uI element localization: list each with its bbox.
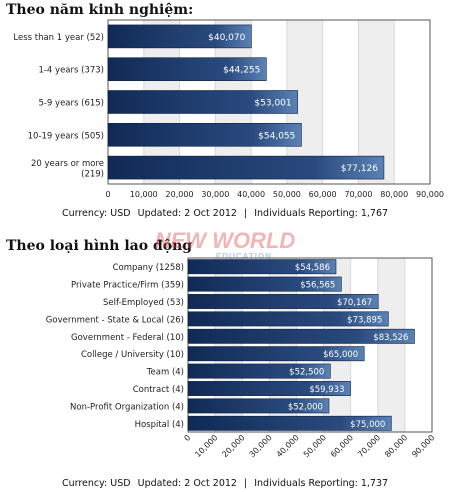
category-label: Non-Profit Organization (4) xyxy=(70,402,184,412)
x-tick-label: 40,000 xyxy=(275,433,301,459)
bar xyxy=(187,381,351,396)
watermark-main-text: NEW WORLD xyxy=(155,228,296,253)
footer-currency: Currency: USD xyxy=(61,208,131,219)
bar xyxy=(187,259,337,275)
x-tick-label: 60,000 xyxy=(309,190,337,199)
footer-experience: Currency: USD Updated: 2 Oct 2012 | Indi… xyxy=(0,208,450,219)
x-tick-label: 60,000 xyxy=(329,433,355,459)
category-label: Contract (4) xyxy=(133,385,184,395)
category-label: Self-Employed (53) xyxy=(103,298,184,308)
x-tick-label: 90,000 xyxy=(410,433,436,459)
bar-value-label: $52,000 xyxy=(288,402,323,412)
section-title-experience: Theo năm kinh nghiệm: xyxy=(6,2,194,18)
footer-employer-type: Currency: USD Updated: 2 Oct 2012 | Indi… xyxy=(0,478,450,489)
category-label: Company (1258) xyxy=(113,263,184,273)
footer-updated: Updated: 2 Oct 2012 xyxy=(137,478,237,489)
bar xyxy=(107,155,385,180)
watermark-sub-text: EDUCATION xyxy=(216,252,272,261)
bar xyxy=(187,398,330,414)
bar xyxy=(107,123,302,147)
category-label: 5-9 years (615) xyxy=(38,99,104,109)
category-label: Hospital (4) xyxy=(135,420,184,430)
x-tick-label: 10,000 xyxy=(130,190,158,199)
footer-reporting: Individuals Reporting: 1,737 xyxy=(254,478,389,489)
grid-band xyxy=(377,258,405,432)
bar xyxy=(187,276,342,292)
x-tick-label: 30,000 xyxy=(248,433,274,459)
category-label: 1-4 years (373) xyxy=(38,66,104,76)
bar-value-label: $56,565 xyxy=(300,281,335,291)
bar-value-label: $59,933 xyxy=(309,385,344,395)
bar-value-label: $54,586 xyxy=(295,263,330,273)
category-label: Government - State & Local (26) xyxy=(46,315,184,325)
bar-value-label: $83,526 xyxy=(373,333,408,343)
category-label: Private Practice/Firm (359) xyxy=(71,281,184,291)
bar-value-label: $54,055 xyxy=(258,131,295,141)
category-label: (219) xyxy=(81,169,104,179)
bar-value-label: $53,001 xyxy=(254,99,291,109)
bar xyxy=(187,363,331,379)
x-tick-label: 50,000 xyxy=(302,433,328,459)
category-label: Government - Federal (10) xyxy=(71,333,184,343)
footer-currency: Currency: USD xyxy=(61,478,131,489)
footer-separator: | xyxy=(243,208,248,219)
category-label: 10-19 years (505) xyxy=(28,131,104,141)
bar xyxy=(187,415,392,431)
x-tick-label: 50,000 xyxy=(273,190,301,199)
x-tick-label: 90,000 xyxy=(416,190,444,199)
bar-value-label: $44,255 xyxy=(223,66,260,76)
category-label: Less than 1 year (52) xyxy=(13,33,104,43)
footer-separator: | xyxy=(243,478,248,489)
footer-reporting: Individuals Reporting: 1,767 xyxy=(254,208,389,219)
bar xyxy=(107,90,298,114)
bar-value-label: $65,000 xyxy=(323,350,358,360)
bar xyxy=(187,328,415,344)
bar xyxy=(107,57,267,81)
bar-value-label: $77,126 xyxy=(341,164,378,174)
bar xyxy=(187,346,365,362)
bar-value-label: $70,167 xyxy=(337,298,372,308)
x-tick-label: 80,000 xyxy=(383,433,409,459)
category-label: 20 years or more xyxy=(31,159,104,169)
x-tick-label: 70,000 xyxy=(344,190,372,199)
x-tick-label: 70,000 xyxy=(356,433,382,459)
new-world-education-watermark: NEW WORLD EDUCATION xyxy=(155,228,296,261)
bar-value-label: $52,500 xyxy=(289,368,324,378)
salary-by-experience-chart: $40,070 Less than 1 year (52) $44,255 1-4 y… xyxy=(13,19,444,199)
x-tick-label: 40,000 xyxy=(237,190,265,199)
x-tick-label: 20,000 xyxy=(166,190,194,199)
category-label: Team (4) xyxy=(146,368,184,378)
x-tick-label: 30,000 xyxy=(201,190,229,199)
x-tick-label: 20,000 xyxy=(220,433,246,459)
plot-frame xyxy=(187,257,433,433)
section-title-employer-type: Theo loại hình lao động xyxy=(6,238,193,254)
x-tick-label: 10,000 xyxy=(193,433,219,459)
x-tick-label: 0 xyxy=(105,190,110,199)
bar xyxy=(107,24,252,49)
footer-updated: Updated: 2 Oct 2012 xyxy=(137,208,237,219)
bar-value-label: $73,895 xyxy=(347,315,382,325)
x-tick-label: 80,000 xyxy=(380,190,408,199)
bar-value-label: $40,070 xyxy=(208,33,245,43)
salary-by-employer-type-chart: $54,586 Company (1258) $56,565 Private Prac… xyxy=(46,257,436,459)
bar xyxy=(187,311,389,327)
bar-value-label: $75,000 xyxy=(350,420,385,430)
category-label: College / University (10) xyxy=(81,350,184,360)
bar xyxy=(187,294,379,309)
x-tick-label: 0 xyxy=(182,433,192,443)
